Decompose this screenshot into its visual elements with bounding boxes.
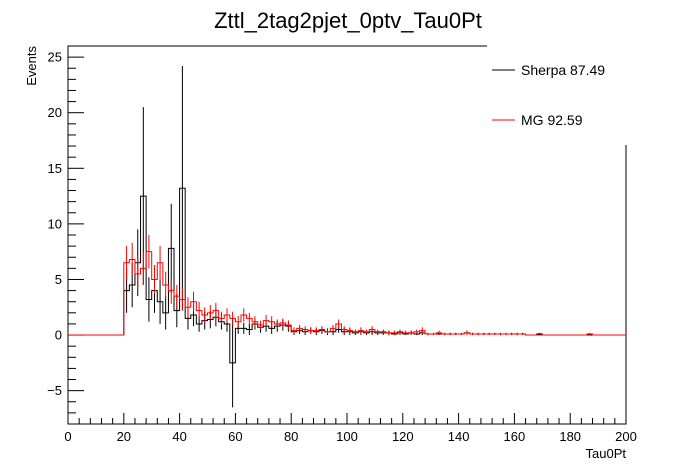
x-axis-label: Tau0Pt bbox=[586, 446, 627, 461]
x-tick-label: 200 bbox=[615, 429, 637, 444]
x-tick-label: 80 bbox=[284, 429, 298, 444]
y-tick-label: 15 bbox=[48, 161, 62, 176]
y-tick-label: 10 bbox=[48, 216, 62, 231]
x-tick-label: 100 bbox=[336, 429, 358, 444]
x-tick-label: 160 bbox=[504, 429, 526, 444]
legend-box bbox=[487, 40, 637, 145]
x-tick-label: 180 bbox=[559, 429, 581, 444]
series-mg bbox=[68, 235, 626, 336]
x-tick-label: 140 bbox=[448, 429, 470, 444]
histogram-step-line bbox=[68, 251, 626, 336]
chart-title: Zttl_2tag2pjet_0ptv_Tau0Pt bbox=[214, 8, 482, 33]
x-tick-label: 20 bbox=[117, 429, 131, 444]
axes: 0 20 40 60 80 100 120 140 160 180 200 −5 0 5 10 15 20 25 bbox=[47, 45, 637, 444]
x-tick-label: 40 bbox=[172, 429, 186, 444]
y-tick-label: −5 bbox=[47, 383, 62, 398]
y-axis-label: Events bbox=[24, 46, 39, 86]
x-tick-label: 120 bbox=[392, 429, 414, 444]
legend-label: MG 92.59 bbox=[521, 112, 583, 128]
x-tick-label: 60 bbox=[228, 429, 242, 444]
plot-area bbox=[68, 66, 626, 408]
y-tick-label: 5 bbox=[55, 272, 62, 287]
legend: Sherpa 87.49 MG 92.59 bbox=[487, 40, 637, 145]
x-tick-label: 0 bbox=[64, 429, 71, 444]
y-tick-label: 0 bbox=[55, 328, 62, 343]
legend-label: Sherpa 87.49 bbox=[521, 62, 605, 78]
y-tick-label: 25 bbox=[48, 50, 62, 65]
y-tick-label: 20 bbox=[48, 105, 62, 120]
